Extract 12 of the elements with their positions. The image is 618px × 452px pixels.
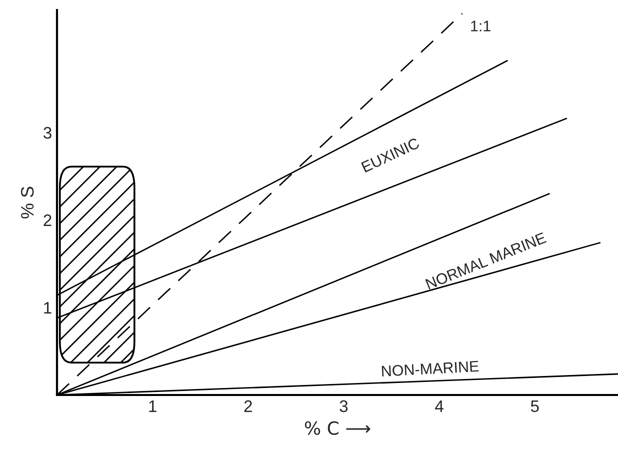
y-tick-label: 3	[44, 126, 52, 139]
y-tick-label: 1	[44, 302, 52, 314]
x-tick-label: 5	[530, 400, 539, 412]
y-tick-label: 2	[44, 214, 52, 226]
x-tick-label: 3	[340, 400, 348, 412]
x-axis-title: % C ⟶	[304, 421, 370, 435]
annotation: NON-MARINE	[382, 360, 479, 377]
y-axis-title: % S	[20, 186, 34, 218]
annotation: 1:1	[471, 20, 490, 32]
x-tick-label: 4	[435, 400, 444, 412]
x-tick-label: 1	[149, 400, 156, 412]
x-tick-label: 2	[244, 400, 252, 412]
